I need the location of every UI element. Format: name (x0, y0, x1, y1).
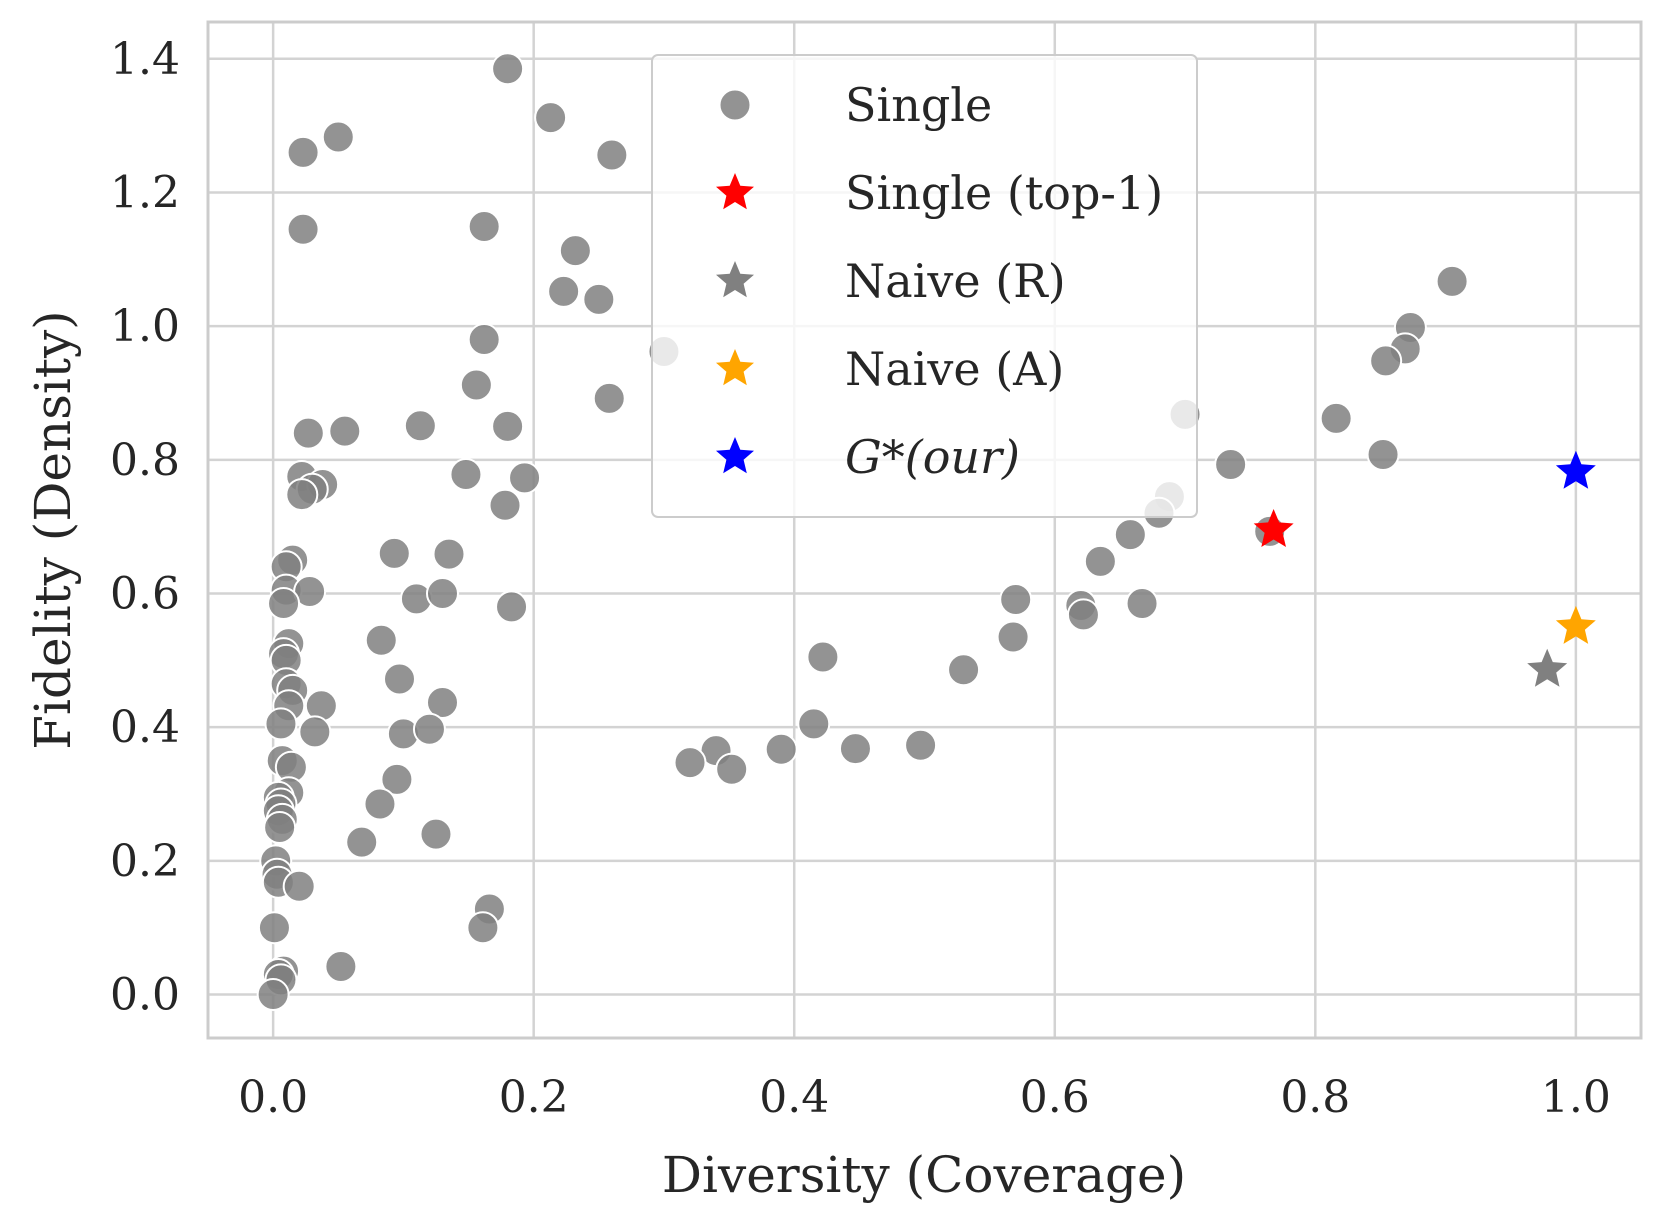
single-point (425, 685, 459, 719)
single-point (1214, 447, 1248, 481)
star-marker-3 (1555, 605, 1596, 644)
single-point (291, 416, 325, 450)
legend-marker-star (716, 173, 754, 210)
single-point (715, 752, 749, 786)
single-point (1066, 598, 1100, 632)
single-point (282, 869, 316, 903)
legend: Single Single (top-1) Naive (R) Naive (A) G*… (651, 54, 1198, 518)
single-point (383, 662, 417, 696)
star-marker-1 (1253, 509, 1294, 547)
single-point (345, 825, 379, 859)
single-point (1083, 544, 1117, 578)
single-point (1366, 437, 1400, 471)
single-point (432, 537, 466, 571)
single-point (806, 640, 840, 674)
single-point (419, 817, 453, 851)
y-tick-label: 1.2 (110, 167, 180, 218)
single-point (582, 282, 616, 316)
legend-label: Naive (A) (845, 342, 1064, 396)
single-point (264, 707, 298, 741)
single-point (467, 323, 501, 356)
single-point (328, 414, 362, 448)
single-point (425, 577, 459, 610)
single-point (459, 368, 493, 402)
single-point (996, 620, 1030, 654)
single-point (286, 212, 320, 246)
single-point (488, 488, 522, 522)
x-tick-label: 0.0 (238, 1072, 308, 1123)
legend-marker-star (716, 437, 754, 474)
single-point (285, 478, 319, 512)
single-point (558, 234, 592, 268)
single-point (267, 587, 301, 621)
single-point (263, 810, 297, 844)
single-point (256, 978, 290, 1012)
single-point (1435, 264, 1469, 298)
single-point (324, 949, 358, 983)
legend-marker-star (716, 349, 754, 386)
x-tick-labels: 0.0 0.2 0.4 0.6 0.8 1.0 (238, 1072, 1611, 1123)
single-point (364, 623, 398, 657)
y-tick-label: 0.8 (110, 435, 180, 486)
x-axis-label: Diversity (Coverage) (662, 1146, 1186, 1204)
single-point (947, 653, 981, 687)
legend-marker-single (718, 88, 752, 122)
legend-box (651, 54, 1198, 518)
single-point (592, 381, 626, 415)
single-point (1369, 344, 1403, 378)
x-tick-label: 1.0 (1541, 1072, 1611, 1123)
single-point (1319, 401, 1353, 435)
single-point (466, 911, 500, 945)
single-point (412, 712, 446, 746)
single-point (403, 409, 437, 443)
single-point (999, 583, 1033, 617)
y-tick-label: 0.0 (110, 970, 180, 1021)
single-point (321, 120, 355, 154)
x-tick-label: 0.8 (1280, 1072, 1350, 1123)
single-point (595, 138, 629, 172)
single-point (508, 461, 542, 495)
legend-marker-star (716, 261, 754, 298)
star-marker-4 (1555, 450, 1596, 489)
single-point (838, 732, 872, 766)
y-tick-label: 1.0 (110, 301, 180, 352)
single-point (764, 732, 798, 766)
x-tick-label: 0.2 (499, 1072, 569, 1123)
y-tick-label: 1.4 (110, 34, 180, 85)
single-point (904, 728, 938, 762)
single-point (380, 762, 414, 796)
legend-label: Naive (R) (845, 254, 1066, 308)
x-tick-label: 0.6 (1020, 1072, 1090, 1123)
single-point (286, 135, 320, 169)
single-point (534, 101, 568, 135)
y-tick-label: 0.6 (110, 569, 180, 620)
single-point (491, 52, 525, 86)
single-point (467, 210, 501, 244)
single-point (257, 911, 291, 945)
single-point (1125, 587, 1159, 621)
y-tick-label: 0.4 (110, 702, 180, 753)
legend-label: Single (top-1) (845, 166, 1163, 220)
single-point (495, 590, 529, 624)
single-point (1113, 518, 1147, 552)
single-point (298, 715, 332, 749)
single-point (797, 707, 831, 741)
single-point (449, 458, 483, 492)
y-axis-label: Fidelity (Density) (24, 310, 82, 749)
plot-border (206, 20, 1643, 1040)
y-tick-label: 0.2 (110, 836, 180, 887)
single-point (547, 274, 581, 308)
single-point (673, 746, 707, 780)
single-point (491, 409, 525, 443)
legend-label: Single (845, 78, 992, 132)
star-marker-2 (1527, 648, 1568, 687)
x-tick-label: 0.4 (759, 1072, 829, 1123)
single-point (363, 787, 397, 821)
legend-label: G*(our) (845, 430, 1020, 484)
single-point (377, 536, 411, 570)
y-tick-labels: 0.0 0.2 0.4 0.6 0.8 1.0 1.2 1.4 (110, 34, 180, 1021)
